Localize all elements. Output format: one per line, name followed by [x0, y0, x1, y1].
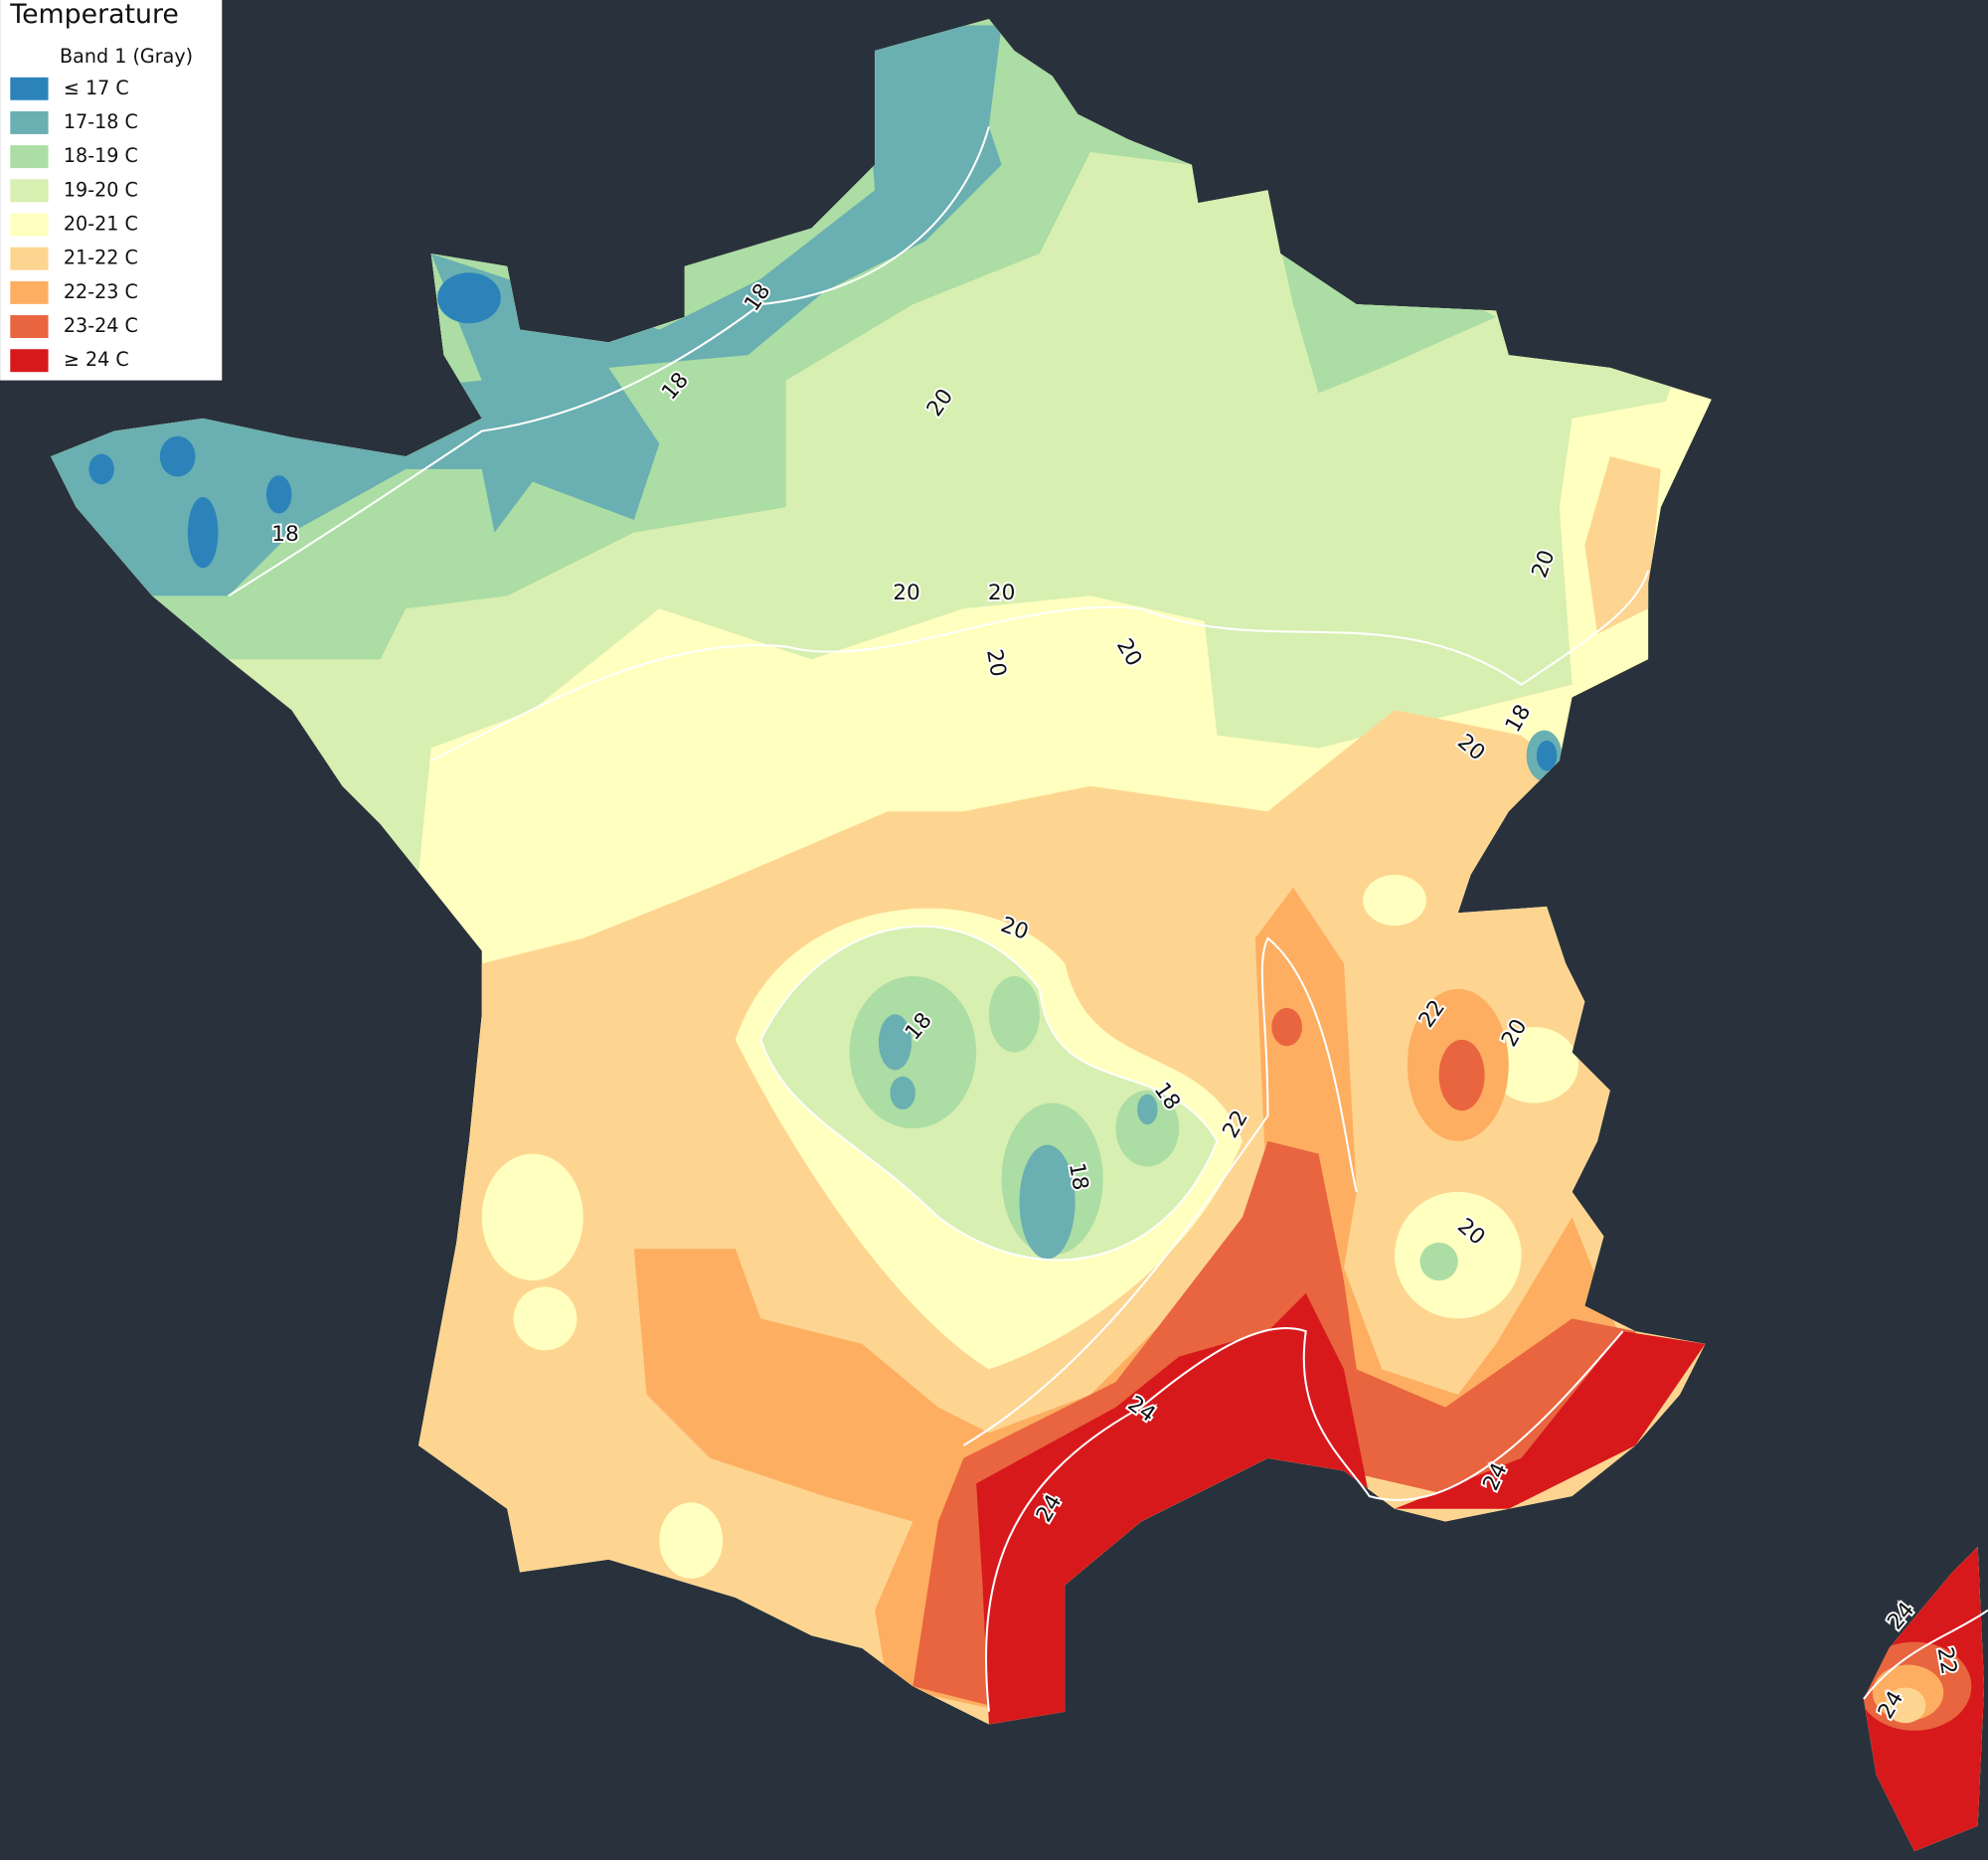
- legend-label: 19-20 C: [64, 178, 138, 201]
- temperature-zone: [1536, 740, 1558, 771]
- legend-swatch: [10, 247, 49, 270]
- contour-label: 18: [1064, 1161, 1092, 1193]
- temperature-zone: [51, 25, 1002, 596]
- temperature-zone: [976, 1292, 1370, 1725]
- legend-title: Temperature: [9, 0, 179, 30]
- temperature-zone: [513, 1286, 578, 1351]
- contour-label: 20: [988, 581, 1016, 605]
- legend: Temperature Band 1 (Gray) ≤ 17 C 17-18 C 1…: [0, 0, 223, 381]
- contour-line: [759, 925, 1219, 1262]
- contour-label: 20: [893, 581, 920, 605]
- contour-label: 18: [271, 522, 299, 547]
- temperature-zone: [1885, 1687, 1926, 1724]
- temperature-zone: [1271, 1007, 1302, 1047]
- temperature-zone: [265, 475, 292, 514]
- legend-label: ≥ 24 C: [64, 348, 129, 371]
- temperature-zone: [437, 272, 501, 324]
- temperature-zone: [1584, 456, 1661, 634]
- legend-swatch: [10, 315, 49, 339]
- legend-label: 20-21 C: [64, 212, 138, 235]
- legend-label: 21-22 C: [64, 247, 138, 269]
- temperature-zone: [1419, 1242, 1458, 1281]
- legend-label: ≤ 17 C: [64, 77, 129, 99]
- legend-subtitle: Band 1 (Gray): [60, 45, 193, 68]
- temperature-zone: [1395, 1331, 1706, 1509]
- temperature-zone: [1395, 1191, 1522, 1319]
- legend-label: 18-19 C: [64, 144, 138, 167]
- temperature-zone: [849, 976, 977, 1129]
- temperature-zone: [1363, 875, 1426, 927]
- legend-swatch: [10, 349, 49, 373]
- legend-swatch: [10, 110, 49, 134]
- legend-label: 22-23 C: [64, 280, 138, 303]
- temperature-zone: [890, 1076, 915, 1109]
- temperature-zone: [1489, 1027, 1578, 1103]
- temperature-zone: [481, 1153, 583, 1281]
- temperature-zone: [1438, 1039, 1485, 1111]
- temperature-zone: [1019, 1144, 1076, 1260]
- contour-line: [984, 1327, 1624, 1712]
- contour-lines: [228, 126, 1988, 1712]
- contour-label: 22: [1932, 1645, 1961, 1677]
- temperature-zone: [988, 976, 1040, 1053]
- legend-swatch: [10, 213, 49, 237]
- contour-line: [962, 936, 1358, 1446]
- legend-swatch: [10, 77, 49, 100]
- temperature-zone: [187, 496, 219, 569]
- contour-label: 20: [981, 647, 1010, 679]
- temperature-zone: [88, 453, 114, 485]
- temperature-zone: [659, 1502, 724, 1579]
- legend-label: 17-18 C: [64, 110, 138, 133]
- legend-label: 23-24 C: [64, 314, 138, 337]
- legend-swatch: [10, 145, 49, 169]
- legend-swatch: [10, 280, 49, 304]
- temperature-zone: [159, 435, 196, 477]
- temperature-zone: [1137, 1094, 1158, 1125]
- contour-line: [1863, 1608, 1988, 1700]
- temperature-zone: [878, 1014, 912, 1071]
- temperature-zone: [1115, 1090, 1180, 1167]
- contour-line: [228, 126, 990, 597]
- contour-line: [430, 570, 1650, 762]
- legend-swatch: [10, 179, 49, 203]
